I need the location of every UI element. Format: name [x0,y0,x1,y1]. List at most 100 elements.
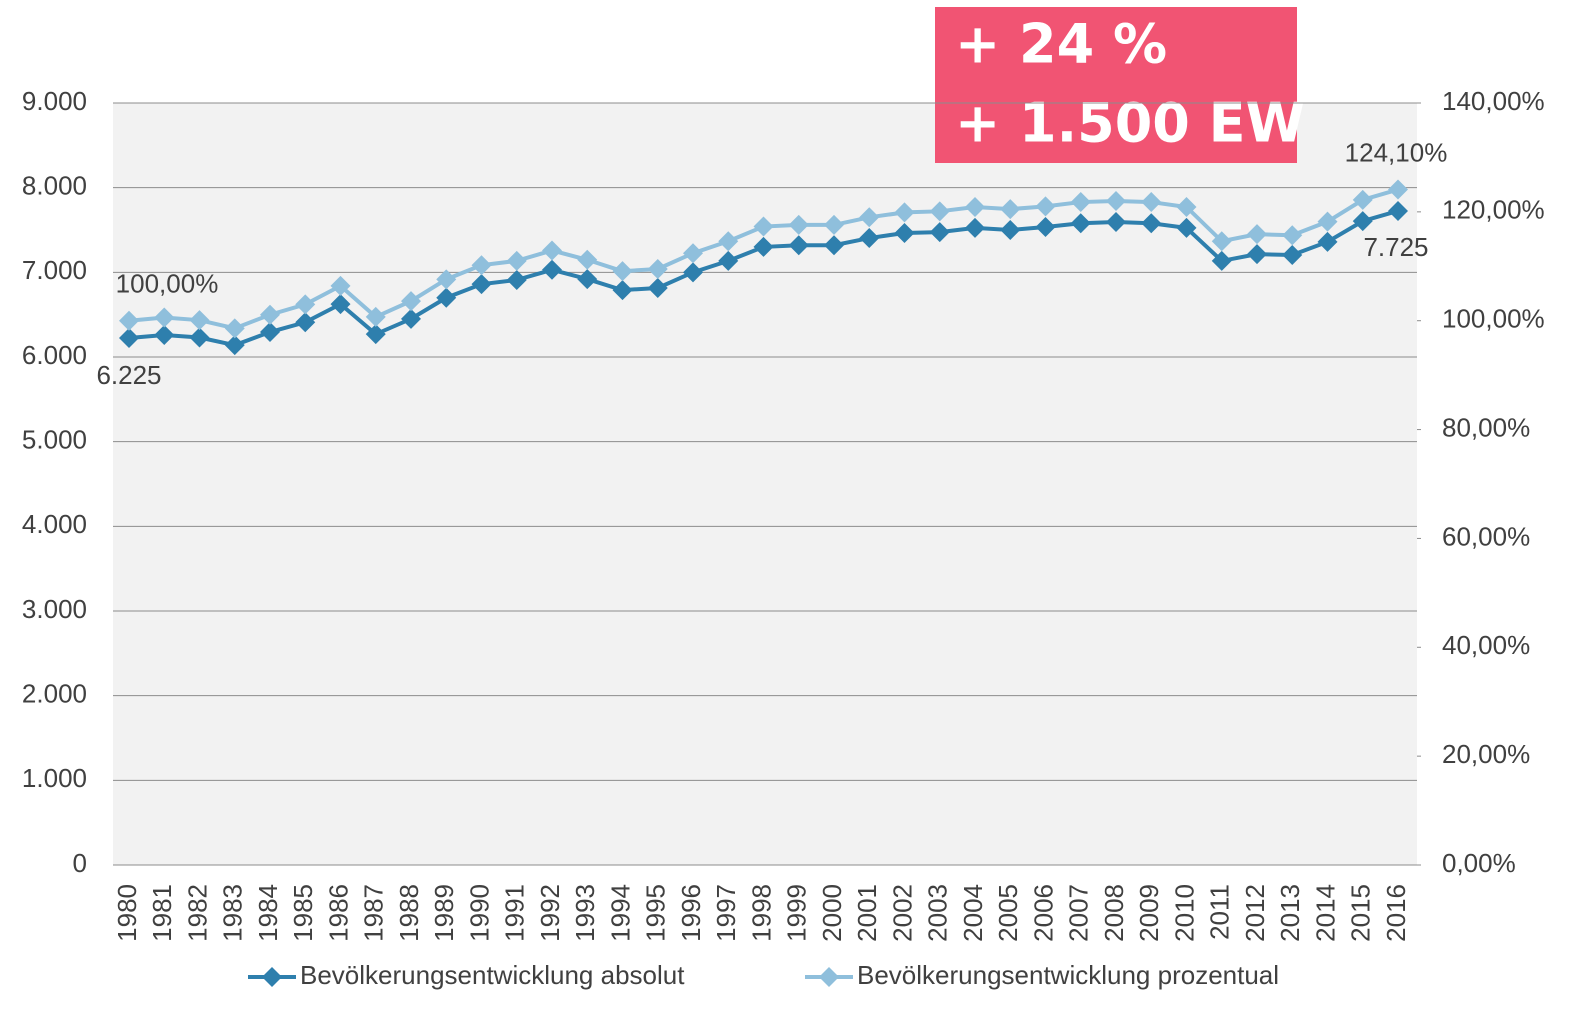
data-point [1388,200,1408,221]
y-tick-label: 1.000 [22,763,87,793]
data-point [1317,211,1338,232]
y-tick-label: 0 [73,848,87,878]
data-point [119,310,139,331]
data-point [154,307,175,328]
data-point [647,277,668,298]
data-point [506,269,527,290]
data-point [1317,231,1338,252]
data-point [330,275,351,296]
x-tick-label: 1999 [782,884,812,942]
x-tick-label: 1990 [464,884,494,942]
data-point [577,269,598,290]
data-point [1141,192,1162,213]
data-point [224,318,245,339]
x-tick-label: 2014 [1310,884,1340,942]
data-point [224,335,245,356]
x-tick-label: 1982 [182,884,212,942]
data-point [788,214,809,235]
data-point [824,214,844,235]
data-point [929,201,950,222]
data-point [365,324,386,345]
data-point [1176,217,1197,238]
data-point [824,235,844,256]
data-point [1176,196,1197,217]
data-point [859,207,880,228]
data-point [119,327,139,348]
data-point [1388,179,1408,200]
data-point [1000,199,1021,220]
data-label: 124,10% [1345,137,1448,167]
data-point [683,243,703,264]
data-point [189,327,210,348]
y-tick-label: 3.000 [22,594,87,624]
x-tick-label: 2004 [958,884,988,942]
data-point [753,216,774,237]
data-point [471,274,492,295]
annotation: + 24 % [955,13,1167,76]
data-point [401,291,421,312]
x-tick-label: 2013 [1275,884,1305,942]
y-tick-label: 5.000 [22,425,87,455]
x-tick-label: 2007 [1064,884,1094,942]
data-point [753,236,774,257]
data-point [1211,250,1232,271]
legend-label: Bevölkerungsentwicklung prozentual [857,960,1279,990]
x-tick-label: 2008 [1099,884,1129,942]
y2-tick-label: 40,00% [1442,630,1530,660]
data-point [1352,189,1373,210]
x-tick-label: 1985 [288,884,318,942]
y-tick-label: 4.000 [22,509,87,539]
data-label: 6.225 [96,360,161,390]
x-tick-label: 2015 [1346,884,1376,942]
x-tick-label: 2000 [817,884,847,942]
x-tick-label: 1981 [147,884,177,942]
x-tick-label: 1996 [676,884,706,942]
x-tick-label: 1992 [535,884,565,942]
x-tick-label: 2010 [1169,884,1199,942]
y-tick-label: 8.000 [22,171,87,201]
data-point [1035,217,1056,238]
legend-marker [262,967,282,987]
data-point [718,231,739,252]
data-point [647,259,668,280]
data-point [1282,244,1303,265]
data-point [965,196,985,217]
x-tick-label: 2006 [1028,884,1058,942]
x-tick-label: 1988 [394,884,424,942]
data-label: 7.725 [1363,232,1428,262]
data-point [612,261,633,282]
data-point [542,240,562,261]
x-tick-label: 1984 [253,884,283,942]
plot-area [113,103,1417,865]
x-tick-label: 1989 [429,884,459,942]
data-point [894,202,915,223]
data-point [577,249,598,270]
data-point [1106,211,1126,232]
y2-tick-label: 0,00% [1442,848,1516,878]
legend-marker [819,967,839,987]
x-tick-label: 1998 [746,884,776,942]
data-point [436,269,457,290]
data-point [1247,244,1267,265]
data-point [965,217,985,238]
data-point [365,306,386,327]
data-point [401,308,421,329]
x-tick-label: 2001 [852,884,882,942]
y-tick-label: 2.000 [22,679,87,709]
data-point [894,222,915,243]
y-tick-label: 6.000 [22,340,87,370]
x-tick-label: 1997 [711,884,741,942]
data-label: 100,00% [116,269,219,299]
y-tick-label: 7.000 [22,255,87,285]
data-point [260,304,280,325]
x-tick-label: 1994 [605,884,635,942]
x-tick-label: 1986 [323,884,353,942]
data-point [1247,224,1267,245]
data-point [788,235,809,256]
x-tick-label: 2016 [1381,884,1411,942]
annotation-box [935,7,1297,163]
data-point [295,312,316,333]
x-tick-label: 1987 [359,884,389,942]
data-point [436,287,457,308]
data-point [929,222,950,243]
